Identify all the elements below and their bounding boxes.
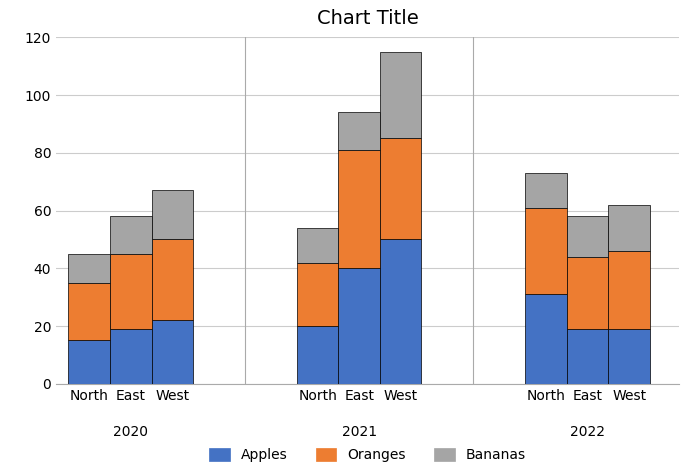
Bar <box>338 268 380 384</box>
Bar <box>151 240 193 320</box>
Bar <box>338 112 380 150</box>
Bar <box>380 52 421 139</box>
Bar <box>567 216 608 257</box>
Title: Chart Title: Chart Title <box>316 8 419 28</box>
Bar <box>380 139 421 240</box>
Bar <box>608 205 650 251</box>
Text: 2021: 2021 <box>342 425 377 439</box>
Bar <box>297 263 338 326</box>
Bar <box>110 329 151 384</box>
Bar <box>608 251 650 329</box>
Legend: Apples, Oranges, Bananas: Apples, Oranges, Bananas <box>204 443 531 468</box>
Text: 2020: 2020 <box>113 425 148 439</box>
Bar <box>567 257 608 329</box>
Bar <box>69 283 110 340</box>
Bar <box>110 216 151 254</box>
Bar <box>297 228 338 263</box>
Bar <box>151 320 193 384</box>
Bar <box>567 329 608 384</box>
Bar <box>297 326 338 384</box>
Bar <box>151 190 193 240</box>
Bar <box>69 254 110 283</box>
Bar <box>69 340 110 384</box>
Bar <box>525 208 567 294</box>
Bar <box>525 294 567 384</box>
Bar <box>608 329 650 384</box>
Bar <box>110 254 151 329</box>
Bar <box>525 173 567 208</box>
Text: 2022: 2022 <box>570 425 605 439</box>
Bar <box>338 150 380 268</box>
Bar <box>380 240 421 384</box>
